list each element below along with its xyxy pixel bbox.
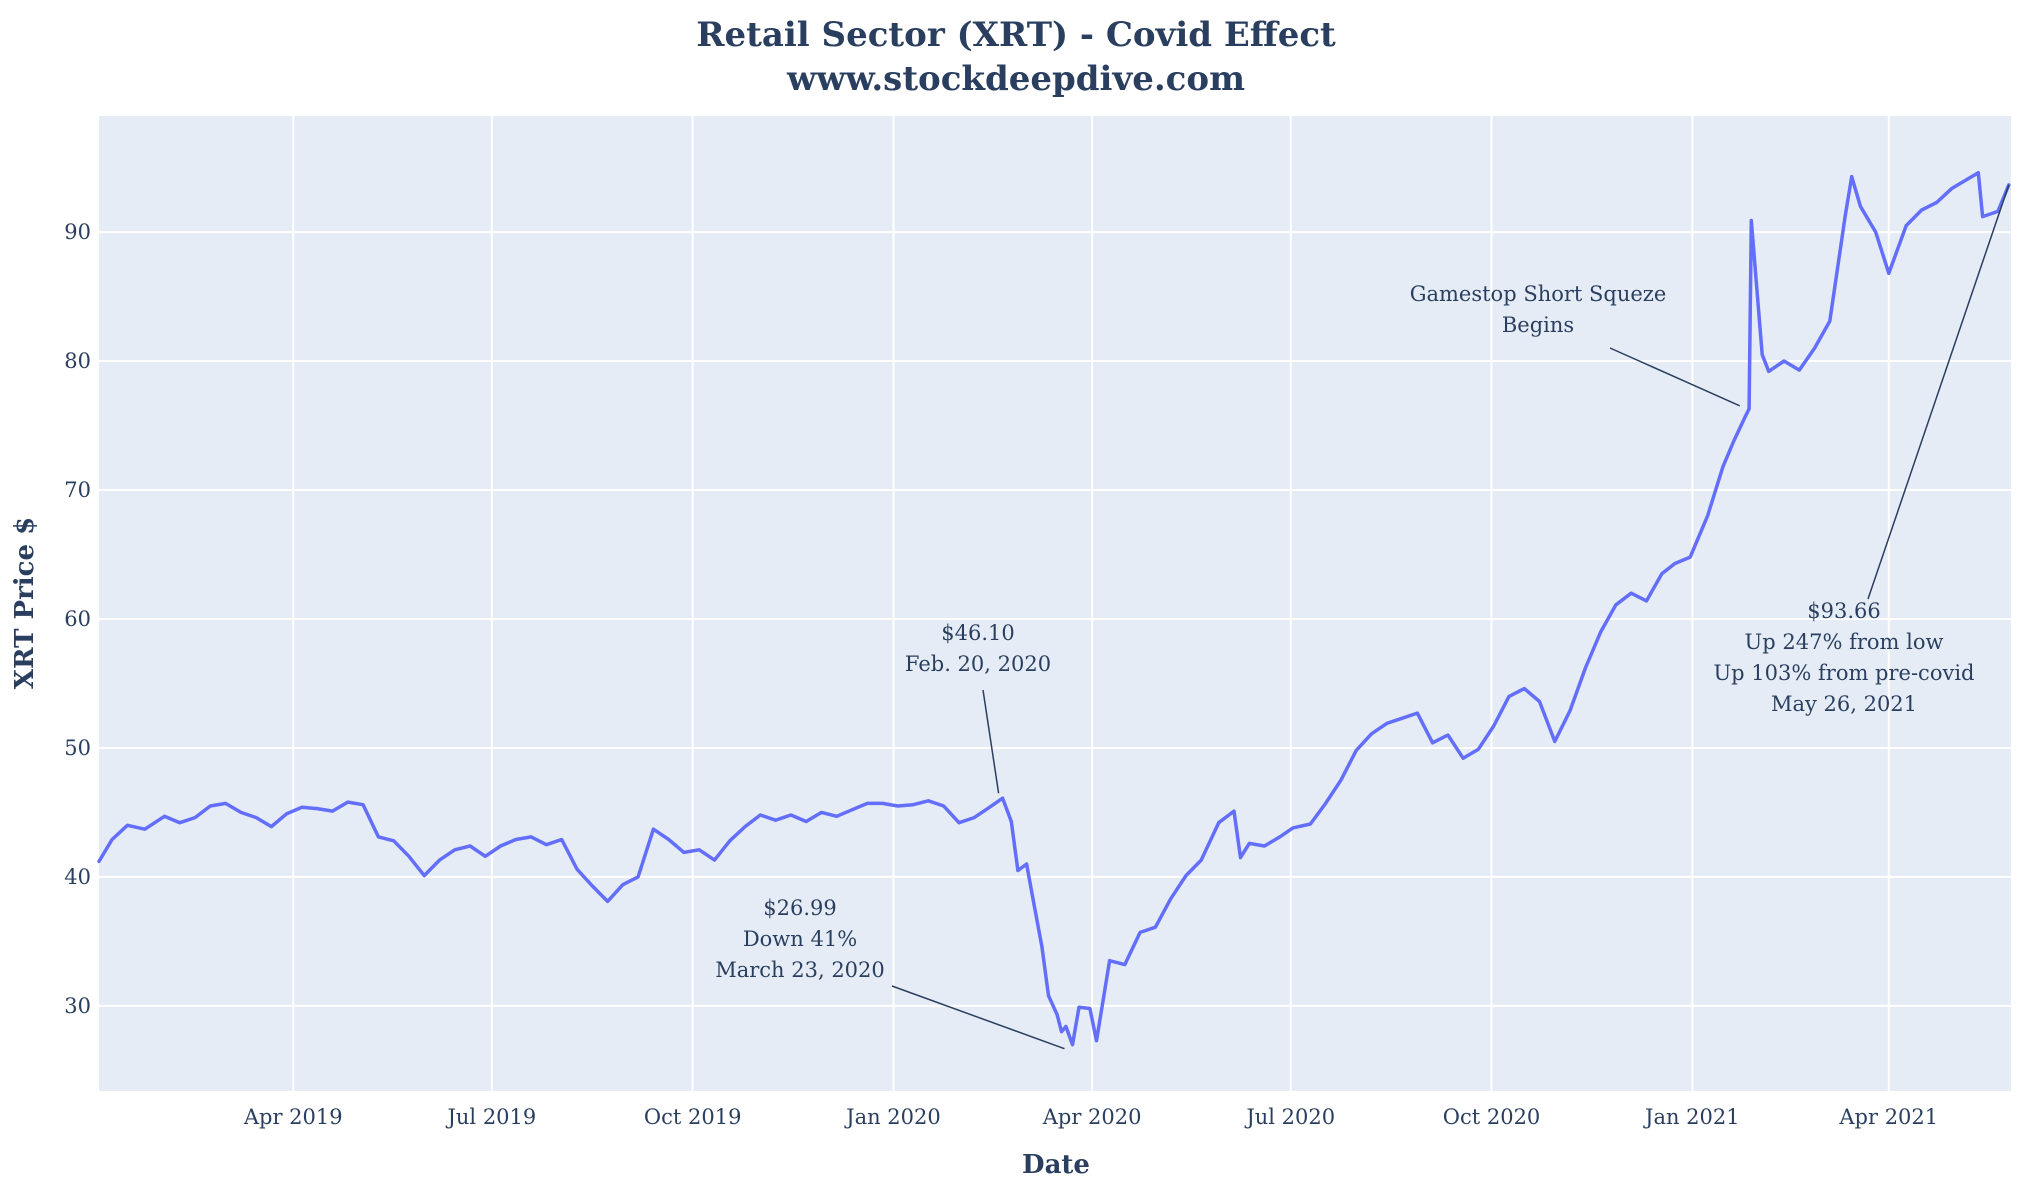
annotation-gme-line: Gamestop Short Squeze xyxy=(1410,282,1667,306)
y-tick-label: 30 xyxy=(64,994,91,1018)
annotation-low-line: $26.99 xyxy=(763,896,836,920)
x-tick-label: Apr 2020 xyxy=(1042,1105,1142,1129)
axis-ticks: Apr 2019 Jul 2019 Oct 2019 Jan 2020 Apr 2020… xyxy=(64,220,1938,1129)
annotation-low-line: March 23, 2020 xyxy=(715,958,885,982)
grid xyxy=(99,116,2011,1091)
x-tick-label: Jul 2019 xyxy=(445,1105,536,1129)
annotation-latest-line: Up 247% from low xyxy=(1745,630,1944,654)
y-axis-title: XRT Price $ xyxy=(10,517,40,689)
annotation-arrow-low xyxy=(891,985,1065,1050)
annotation-latest-line: Up 103% from pre-covid xyxy=(1713,661,1974,685)
y-tick-label: 80 xyxy=(64,349,91,373)
annotation-arrow-latest xyxy=(1867,184,2010,600)
y-tick-label: 90 xyxy=(64,220,91,244)
x-tick-label: Oct 2020 xyxy=(1443,1105,1541,1129)
x-tick-label: Jan 2021 xyxy=(1643,1105,1740,1129)
annotation-peak-line: Feb. 20, 2020 xyxy=(905,652,1051,676)
annotation-arrow-peak xyxy=(982,689,1000,794)
x-tick-label: Oct 2019 xyxy=(644,1105,742,1129)
y-tick-label: 70 xyxy=(64,478,91,502)
x-tick-label: Apr 2021 xyxy=(1838,1105,1938,1129)
annotation-arrow-gme xyxy=(1609,347,1741,407)
chart-subtitle: www.stockdeepdive.com xyxy=(786,59,1245,99)
series-line-xrt xyxy=(97,170,2011,1047)
x-axis-title: Date xyxy=(1022,1150,1090,1180)
y-tick-label: 40 xyxy=(64,865,91,889)
x-tick-label: Jul 2020 xyxy=(1244,1105,1335,1129)
x-tick-label: Apr 2019 xyxy=(243,1105,343,1129)
annotation-gme-line: Begins xyxy=(1502,313,1574,337)
annotation-latest-line: May 26, 2021 xyxy=(1771,692,1917,716)
x-tick-label: Jan 2020 xyxy=(844,1105,941,1129)
y-tick-label: 50 xyxy=(64,736,91,760)
y-tick-label: 60 xyxy=(64,607,91,631)
chart-title: Retail Sector (XRT) - Covid Effect xyxy=(696,15,1336,55)
annotations: $46.10 Feb. 20, 2020 $26.99 Down 41% March 2… xyxy=(715,184,2010,1050)
annotation-low-line: Down 41% xyxy=(743,927,857,951)
annotation-peak-line: $46.10 xyxy=(941,621,1014,645)
plot-area xyxy=(99,116,2011,1091)
annotation-latest-line: $93.66 xyxy=(1807,599,1880,623)
